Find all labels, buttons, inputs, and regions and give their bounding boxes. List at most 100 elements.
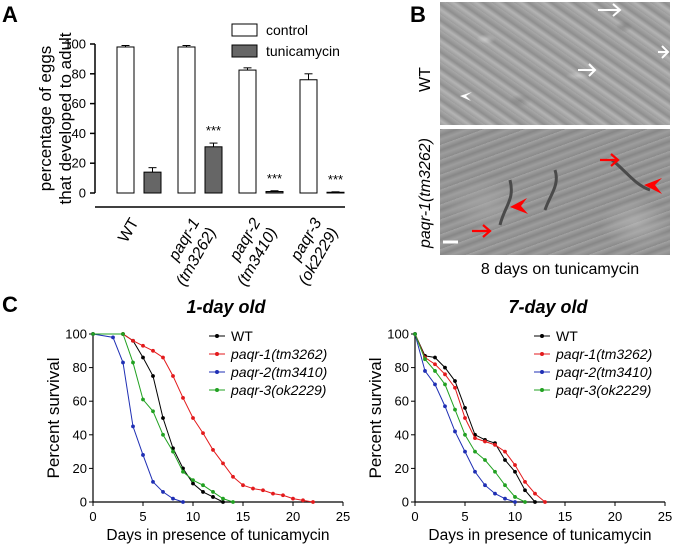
data-point (463, 432, 467, 437)
wt-arrows (578, 3, 670, 77)
data-point (191, 416, 195, 420)
legend-label: paqr-3(ok2229) (230, 382, 326, 398)
bar-control (299, 79, 318, 194)
legend-label: paqr-2(tm3410) (230, 364, 327, 380)
data-point (141, 343, 145, 348)
legend-label: tunicamycin (266, 43, 340, 59)
worm-icon (611, 158, 651, 192)
x-tick-label: 5 (461, 509, 468, 524)
y-axis-label: Percent survival (44, 358, 63, 479)
data-point (483, 458, 487, 462)
x-tick-label: 15 (236, 509, 250, 524)
data-point (433, 382, 437, 387)
panel-letter-c: C (2, 292, 18, 317)
data-point (311, 500, 315, 504)
legend-swatch (231, 23, 258, 37)
data-point (151, 374, 155, 378)
legend-marker (540, 388, 544, 392)
data-point (261, 488, 265, 493)
data-point (221, 461, 225, 466)
x-category-label: paqr-2(tm3410) (218, 215, 281, 289)
data-point (151, 409, 155, 414)
y-tick-label: 60 (72, 96, 86, 111)
data-point (453, 379, 457, 383)
y-tick-label: 100 (387, 327, 409, 342)
legend-label: paqr-1(tm3262) (230, 346, 327, 362)
x-tick-label: 20 (286, 509, 300, 524)
data-point (121, 332, 125, 336)
y-axis-label: percentage of eggsthat developed to adul… (36, 32, 75, 204)
data-point (493, 469, 497, 474)
data-point (201, 431, 205, 436)
data-point (513, 463, 517, 467)
data-point (473, 449, 477, 454)
data-point (523, 500, 527, 504)
data-point (413, 332, 417, 336)
data-point (503, 449, 507, 454)
data-point (453, 385, 457, 390)
x-axis-label: Days in presence of tunicamycin (428, 527, 651, 544)
data-point (151, 479, 155, 484)
data-point (423, 357, 427, 362)
data-point (523, 488, 527, 493)
red-arrow-icon (600, 153, 620, 167)
y-tick-label: 100 (65, 327, 87, 342)
y-tick-label: 100 (64, 37, 86, 52)
x-category-label: WT (115, 215, 142, 245)
bar-tunicamycin (326, 191, 345, 194)
data-point (201, 490, 205, 494)
data-point (301, 498, 305, 503)
y-tick-label: 0 (402, 495, 409, 510)
legend-marker (215, 334, 219, 338)
data-point (463, 416, 467, 420)
data-point (181, 395, 185, 400)
data-point (181, 500, 185, 504)
series-line (414, 333, 526, 503)
data-point (473, 436, 477, 441)
x-tick-label: 15 (558, 509, 572, 524)
data-point (91, 332, 95, 336)
data-point (211, 490, 215, 494)
bar-control (238, 69, 257, 194)
x-tick-label: 25 (336, 509, 350, 524)
white-arrow-icon (658, 45, 670, 59)
chart-title: 7-day old (508, 297, 588, 317)
data-point (221, 500, 225, 504)
data-point (433, 369, 437, 373)
y-tick-label: 0 (79, 186, 86, 201)
series-line (92, 333, 184, 503)
data-point (523, 479, 527, 484)
data-point (513, 495, 517, 499)
x-tick-label: 25 (658, 509, 672, 524)
bar-tunicamycin (143, 171, 162, 194)
data-point (141, 453, 145, 457)
panel-b-caption: 8 days on tunicamycin (481, 261, 639, 278)
data-point (543, 500, 547, 504)
white-arrowhead-icon (460, 92, 472, 101)
data-point (161, 416, 165, 420)
data-point (231, 474, 235, 479)
data-point (161, 432, 165, 437)
y-tick-label: 80 (395, 360, 409, 375)
data-point (191, 481, 195, 486)
legend-label: control (266, 22, 308, 38)
data-point (443, 382, 447, 387)
data-point (483, 483, 487, 488)
data-point (271, 491, 275, 496)
data-point (161, 355, 165, 360)
x-tick-label: 0 (89, 509, 96, 524)
data-point (151, 348, 155, 353)
data-point (121, 360, 125, 365)
data-point (171, 374, 175, 378)
data-point (201, 483, 205, 488)
data-point (503, 458, 507, 462)
data-point (513, 500, 517, 504)
panel-b-overlays: WT paqr-1(tm3262) 8 days on tunicamycin (417, 3, 670, 278)
data-point (533, 500, 537, 504)
data-point (443, 372, 447, 377)
micrograph-wt (440, 2, 670, 125)
legend-marker (540, 352, 544, 356)
legend-label: paqr-1(tm3262) (555, 346, 652, 362)
data-point (141, 397, 145, 402)
